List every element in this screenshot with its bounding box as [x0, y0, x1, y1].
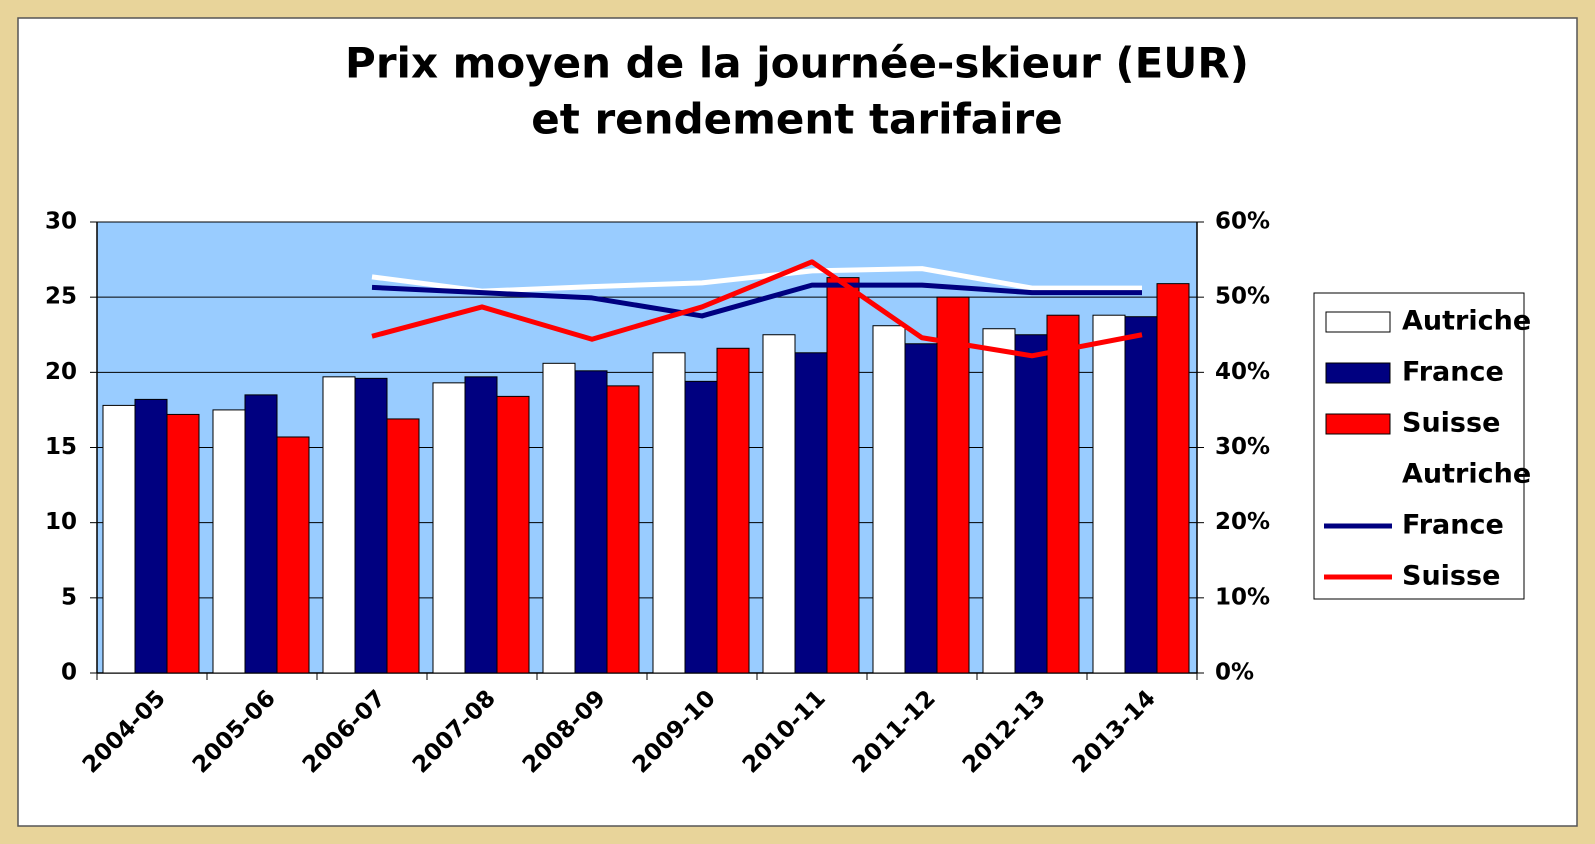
- bar: [102, 404, 136, 674]
- legend-swatch: [1325, 311, 1391, 333]
- y2-tick-label: 40%: [1215, 359, 1270, 385]
- bar: [1156, 283, 1190, 674]
- bar: [322, 376, 356, 674]
- bar: [1124, 316, 1158, 674]
- legend-label: Suisse: [1402, 561, 1500, 592]
- bar: [762, 334, 796, 674]
- bar: [826, 277, 860, 674]
- bar: [542, 362, 576, 674]
- bar: [652, 352, 686, 674]
- y2-tick-label: 60%: [1215, 209, 1270, 235]
- y-tick-label: 5: [61, 584, 77, 610]
- y-tick-label: 25: [45, 284, 77, 310]
- y2-tick-label: 50%: [1215, 284, 1270, 310]
- y-tick-label: 20: [45, 359, 77, 385]
- bar: [166, 413, 200, 674]
- y-tick-label: 15: [45, 434, 77, 460]
- bar: [386, 418, 420, 674]
- legend-label: Suisse: [1402, 408, 1500, 439]
- legend-label: France: [1402, 510, 1504, 541]
- bar: [432, 382, 466, 674]
- legend: [1313, 292, 1525, 600]
- bar: [982, 328, 1016, 674]
- bar: [212, 409, 246, 674]
- bar: [574, 370, 608, 674]
- line-series: [371, 282, 1142, 319]
- bar: [244, 394, 278, 674]
- y2-tick-label: 20%: [1215, 509, 1270, 535]
- legend-label: Autriche: [1402, 459, 1531, 490]
- bar: [904, 343, 938, 674]
- chart-title: et rendement tarifaire: [531, 95, 1062, 144]
- bar: [496, 395, 530, 674]
- y2-tick-label: 10%: [1215, 584, 1270, 610]
- bar: [354, 377, 388, 674]
- y2-tick-label: 0%: [1215, 660, 1254, 686]
- bar: [1092, 314, 1126, 674]
- bar: [606, 385, 640, 674]
- bar: [1046, 314, 1080, 674]
- y-tick-label: 30: [45, 209, 77, 235]
- bar: [464, 376, 498, 674]
- bar: [936, 296, 970, 674]
- bar: [1014, 334, 1048, 674]
- line-series: [371, 259, 1143, 359]
- y-tick-label: 0: [61, 660, 77, 686]
- legend-swatch: [1325, 413, 1391, 435]
- y-tick-label: 10: [45, 509, 77, 535]
- line-series: [371, 266, 1142, 294]
- bar: [794, 352, 828, 674]
- legend-swatch: [1325, 362, 1391, 384]
- bar: [276, 436, 310, 674]
- legend-label: Autriche: [1402, 306, 1531, 337]
- bar: [684, 380, 718, 674]
- chart-title: Prix moyen de la journée-skieur (EUR): [345, 39, 1249, 88]
- bar: [872, 325, 906, 674]
- bar: [134, 398, 168, 674]
- y2-tick-label: 30%: [1215, 434, 1270, 460]
- legend-label: France: [1402, 357, 1504, 388]
- bar: [716, 347, 750, 674]
